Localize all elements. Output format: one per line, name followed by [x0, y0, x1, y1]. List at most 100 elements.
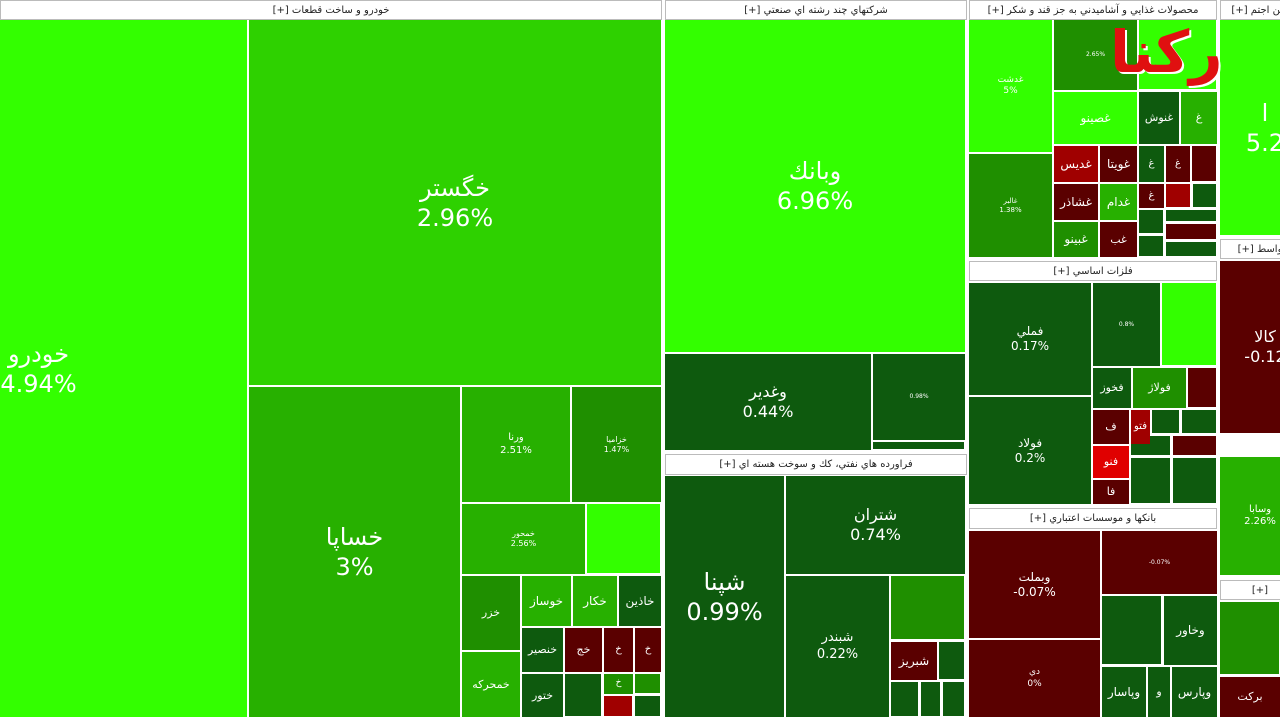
- tile[interactable]: خ: [604, 674, 633, 694]
- tile[interactable]: غديس: [1054, 146, 1098, 182]
- tile[interactable]: غدشت 5%: [969, 20, 1052, 152]
- tile[interactable]: [1182, 410, 1216, 433]
- tile[interactable]: وپارس: [1172, 667, 1217, 717]
- tile[interactable]: 0.98%: [873, 354, 965, 440]
- tile[interactable]: ورنا 2.51%: [462, 387, 570, 502]
- tile[interactable]: فملي 0.17%: [969, 283, 1091, 395]
- tile[interactable]: [939, 642, 964, 679]
- tile[interactable]: خوساز: [522, 576, 571, 626]
- tile[interactable]: غب: [1100, 222, 1137, 257]
- tile[interactable]: غ: [1166, 146, 1190, 182]
- tile[interactable]: دي 0%: [969, 640, 1100, 717]
- tile[interactable]: [1102, 596, 1161, 664]
- tile[interactable]: ختور: [522, 674, 563, 717]
- sector-header[interactable]: خودرو و ساخت قطعات [+]: [0, 0, 662, 20]
- tile[interactable]: خزر: [462, 576, 520, 650]
- sector-header[interactable]: شركتهاي چند رشته اي صنعتي [+]: [665, 0, 967, 20]
- tile[interactable]: [1173, 436, 1216, 455]
- tile[interactable]: وپاسار: [1102, 667, 1146, 717]
- tile[interactable]: [1166, 210, 1216, 221]
- sector-header[interactable]: فلزات اساسي [+]: [969, 261, 1217, 281]
- tile[interactable]: [565, 674, 601, 716]
- tile[interactable]: [891, 576, 964, 639]
- tile[interactable]: [1173, 458, 1216, 503]
- tile[interactable]: [1188, 368, 1216, 407]
- tile[interactable]: [1139, 236, 1163, 256]
- tile[interactable]: شبندر 0.22%: [786, 576, 889, 717]
- tile[interactable]: خمحرکه: [462, 652, 520, 717]
- sector-header[interactable]: بانكها و موسسات اعتباري [+]: [969, 508, 1217, 529]
- tile[interactable]: غبينو: [1054, 222, 1098, 257]
- tile[interactable]: 2.65%: [1054, 20, 1137, 90]
- tile[interactable]: [1152, 410, 1179, 433]
- tile[interactable]: خزامیا 1.47%: [572, 387, 661, 502]
- tile[interactable]: [1162, 283, 1216, 365]
- tile[interactable]: غ: [1181, 92, 1217, 144]
- tile[interactable]: وبانك 6.96%: [665, 20, 965, 352]
- tile[interactable]: غصينو: [1054, 92, 1137, 144]
- tile[interactable]: [1192, 146, 1216, 181]
- tile[interactable]: خودرو 4.94%: [0, 20, 247, 717]
- tile[interactable]: خاذین: [619, 576, 661, 626]
- tile[interactable]: -0.07%: [1102, 531, 1217, 594]
- tile[interactable]: وخاور: [1164, 596, 1217, 665]
- tile[interactable]: فتو: [1131, 410, 1150, 444]
- tile[interactable]: [635, 674, 660, 693]
- tile[interactable]: شتران 0.74%: [786, 476, 965, 574]
- tile[interactable]: غ: [1139, 184, 1164, 208]
- tile[interactable]: خ: [604, 628, 633, 672]
- tile[interactable]: شبريز: [891, 642, 937, 680]
- tile[interactable]: و: [1148, 667, 1170, 717]
- tile[interactable]: ا 5.2: [1220, 20, 1280, 235]
- tile[interactable]: [943, 682, 964, 716]
- tile[interactable]: شپنا 0.99%: [665, 476, 784, 717]
- sector-header[interactable]: محصولات غذايي و آشاميدني به جز قند و شكر…: [969, 0, 1217, 20]
- tile[interactable]: [604, 696, 632, 716]
- tile[interactable]: [1220, 602, 1279, 674]
- tile[interactable]: وسابا 2.26%: [1220, 457, 1280, 575]
- tile-change: -0.07%: [1148, 558, 1171, 566]
- tile[interactable]: فخوز: [1093, 368, 1131, 408]
- tile[interactable]: خ: [635, 628, 661, 672]
- tile[interactable]: 0.8%: [1093, 283, 1160, 366]
- tile[interactable]: [873, 442, 964, 449]
- tile[interactable]: غويتا: [1100, 146, 1137, 182]
- tile[interactable]: [1139, 20, 1216, 89]
- tile[interactable]: وبملت -0.07%: [969, 531, 1100, 638]
- tile[interactable]: فولاد 0.2%: [969, 397, 1091, 504]
- tile[interactable]: فنو: [1093, 446, 1129, 478]
- sector-header[interactable]: [+]: [1220, 580, 1280, 600]
- tile[interactable]: غالبر 1.38%: [969, 154, 1052, 257]
- tile[interactable]: [1139, 210, 1163, 233]
- tile[interactable]: [921, 682, 940, 716]
- tile[interactable]: [1131, 458, 1170, 503]
- tile[interactable]: بركت: [1220, 677, 1280, 717]
- tile[interactable]: غ: [1139, 146, 1164, 182]
- sector-header[interactable]: واسط [+]: [1220, 239, 1280, 259]
- tile[interactable]: خج: [565, 628, 602, 672]
- tile[interactable]: خنصیر: [522, 628, 563, 672]
- tile[interactable]: [891, 682, 918, 716]
- tile[interactable]: خمحور 2.56%: [462, 504, 585, 574]
- tile[interactable]: فولاژ: [1133, 368, 1186, 408]
- tile[interactable]: [1193, 184, 1216, 207]
- tile[interactable]: ف: [1093, 410, 1129, 444]
- tile[interactable]: خگستر 2.96%: [249, 20, 661, 385]
- tile[interactable]: غدام: [1100, 184, 1137, 220]
- tile[interactable]: وغدير 0.44%: [665, 354, 871, 450]
- tile[interactable]: [1166, 242, 1216, 256]
- tile[interactable]: خساپا 3%: [249, 387, 460, 717]
- tile[interactable]: [587, 504, 660, 573]
- tile-change: 3%: [335, 553, 374, 581]
- tile[interactable]: غنوش: [1139, 92, 1179, 144]
- tile[interactable]: كالا-0.12: [1220, 261, 1280, 433]
- tile[interactable]: [635, 696, 660, 716]
- sector-header[interactable]: فراورده هاي نفتي، كك و سوخت هسته اي [+]: [665, 454, 967, 475]
- tile[interactable]: فا: [1093, 480, 1129, 504]
- tile[interactable]: خکار: [573, 576, 617, 626]
- tile[interactable]: [1166, 184, 1190, 207]
- tile[interactable]: [1166, 224, 1216, 239]
- tile-name: شبندر: [821, 630, 854, 646]
- sector-header[interactable]: مين اجتم [+]: [1220, 0, 1280, 20]
- tile[interactable]: غشاذر: [1054, 184, 1098, 220]
